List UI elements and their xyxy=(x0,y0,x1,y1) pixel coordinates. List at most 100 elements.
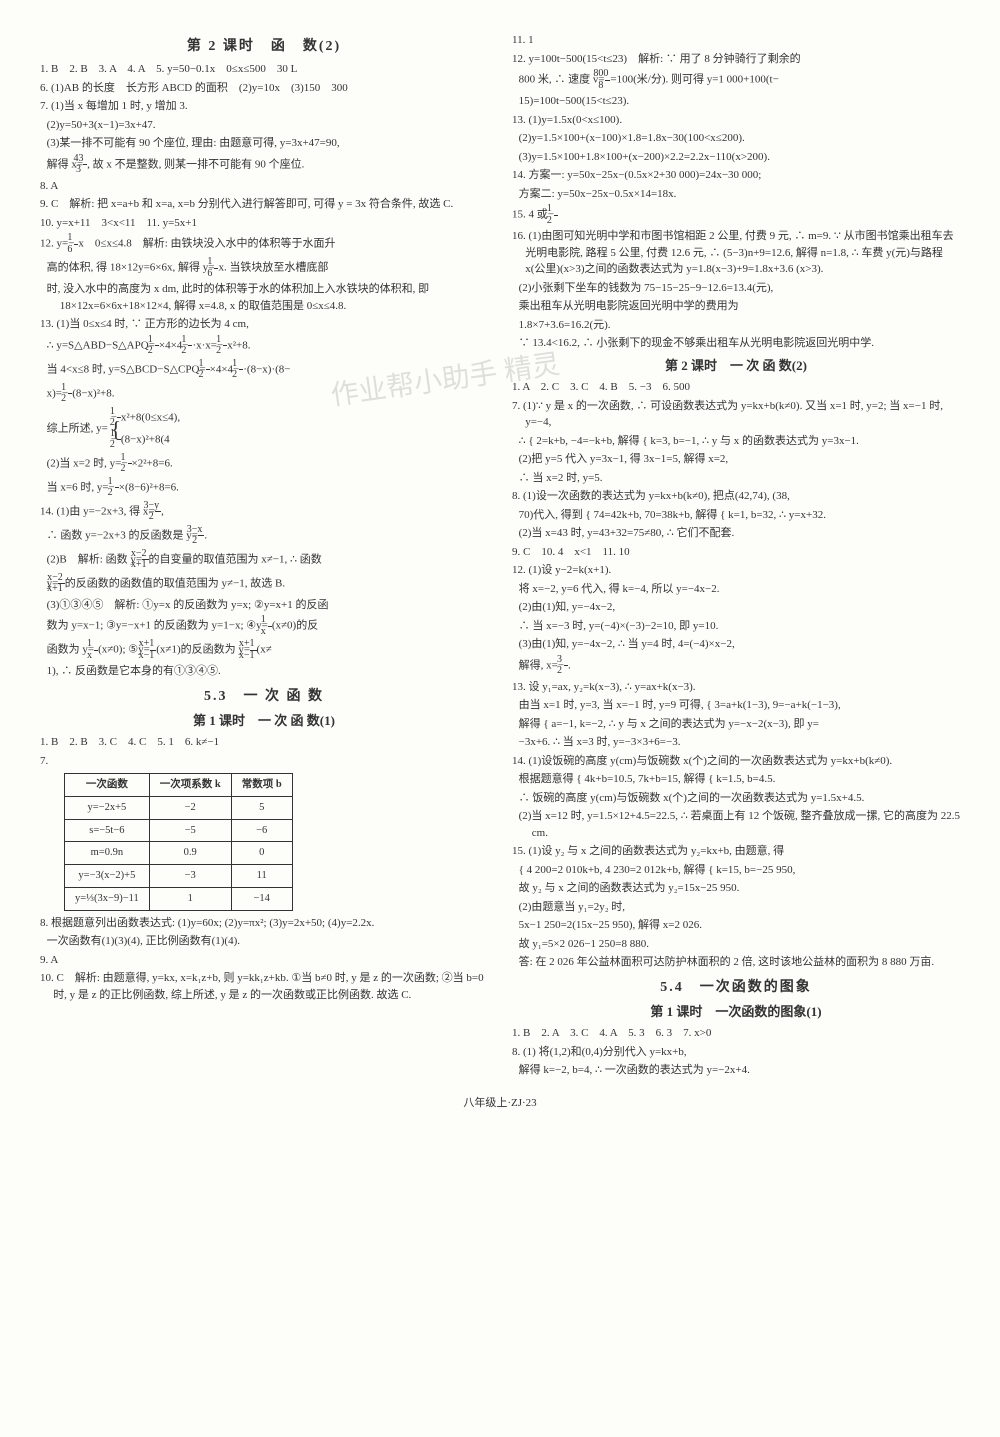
answer-line: 10. C 解析: 由题意得, y=kx, x=k₁z+b, 则 y=kk₁z+… xyxy=(40,970,488,1003)
fraction: 12 xyxy=(117,429,121,451)
text: (x≠ xyxy=(257,644,272,656)
answer-line: ∴ 当 x=2 时, y=5. xyxy=(512,470,960,487)
answer-line: 16. (1)由图可知光明中学和市图书馆相距 2 公里, 付费 9 元, ∴ m… xyxy=(512,228,960,278)
answer-line: (2)由题意当 y₁=2y₂ 时, xyxy=(512,899,960,916)
answer-line: 高的体积, 得 18×12y=6×6x, 解得 y=16x. 当铁块放至水槽底部 xyxy=(40,257,488,279)
answer-line: ∴ { 2=k+b, −4=−k+b, 解得 { k=3, b=−1, ∴ y … xyxy=(512,433,960,450)
answer-line: (2)由(1)知, y=−4x−2, xyxy=(512,599,960,616)
answer-line: (2)B 解析: 函数 y=x−2x+1的自变量的取值范围为 x≠−1, ∴ 函… xyxy=(40,549,488,571)
answer-line: 13. (1)当 0≤x≤4 时, ∵ 正方形的边长为 4 cm, xyxy=(40,316,488,333)
text: ×(8−6)²+8=6. xyxy=(119,481,179,493)
answer-line: 8. 根据题意列出函数表达式: (1)y=60x; (2)y=πx²; (3)y… xyxy=(40,915,488,932)
answer-line: (3)①③④⑤ 解析: ①y=x 的反函数为 y=x; ②y=x+1 的反函 xyxy=(40,597,488,614)
answer-line: (2)当 x=12 时, y=1.5×12+4.5=22.5, ∴ 若桌面上有 … xyxy=(512,808,960,841)
table-header: 一次函数 一次项系数 k 常数项 b xyxy=(65,774,293,797)
answer-line: 1. A 2. C 3. C 4. B 5. −3 6. 500 xyxy=(512,379,960,396)
answer-line: ∴ 当 x=−3 时, y=(−4)×(−3)−2=10, 即 y=10. xyxy=(512,618,960,635)
answer-line: 解得 k=−2, b=4, ∴ 一次函数的表达式为 y=−2x+4. xyxy=(512,1062,960,1079)
table-row: m=0.9n0.90 xyxy=(65,842,293,865)
page-container: 第 2 课时 函 数(2) 1. B 2. B 3. A 4. A 5. y=5… xyxy=(40,30,960,1081)
text: ∴ 函数 y=−2x+3 的反函数是 y= xyxy=(47,529,198,541)
text: 数为 y=x−1; ③y=−x+1 的反函数为 y=1−x; ④y= xyxy=(47,620,268,632)
section-title: 5.4 一次函数的图象 xyxy=(512,977,960,998)
th: 一次项系数 k xyxy=(149,774,231,797)
sub-title: 第 1 课时 一次函数的图象(1) xyxy=(512,1002,960,1022)
answer-line: 时, 没入水中的高度为 x dm, 此时的体积等于水的体积加上入水铁块的体积和,… xyxy=(40,281,488,314)
section-title: 第 2 课时 函 数(2) xyxy=(40,36,488,57)
table-row: y=⅓(3x−9)−111−14 xyxy=(65,887,293,910)
answer-line: { 4 200=2 010k+b, 4 230=2 012k+b, 解得 { k… xyxy=(512,862,960,879)
answer-line: 答: 在 2 026 年公益林面积可达防护林面积的 2 倍, 这时该地公益林的面… xyxy=(512,954,960,971)
answer-line: 8. (1) 将(1,2)和(0,4)分别代入 y=kx+b, xyxy=(512,1044,960,1061)
text: 当 x=6 时, y=− xyxy=(47,481,115,493)
text: (x≠0)的反 xyxy=(272,620,318,632)
answer-line: 14. (1)设饭碗的高度 y(cm)与饭碗数 x(个)之间的一次函数表达式为 … xyxy=(512,753,960,770)
answer-line: y=x−2x+1的反函数的函数值的取值范围为 y≠−1, 故选 B. xyxy=(40,573,488,595)
answer-line: ∴ 函数 y=−2x+3 的反函数是 y=3−x2. xyxy=(40,525,488,547)
answer-line: 13. 设 y₁=ax, y₂=k(x−3), ∴ y=ax+k(x−3). xyxy=(512,679,960,696)
answer-line: 15. 4 或−12 xyxy=(512,204,960,226)
text: ∴ y=S△ABD−S△APQ= xyxy=(47,339,155,351)
answer-line: (3)由(1)知, y=−4x−2, ∴ 当 y=4 时, 4=(−4)×x−2… xyxy=(512,636,960,653)
answer-line: 12. y=−16x 0≤x≤4.8 解析: 由铁块没入水中的体积等于水面升 xyxy=(40,233,488,255)
right-column: 11. 1 12. y=100t−500(15<t≤23) 解析: ∵ 用了 8… xyxy=(512,30,960,1081)
text: ×2²+8=6. xyxy=(132,457,173,469)
answer-line: 13. (1)y=1.5x(0<x≤100). xyxy=(512,112,960,129)
page-footer: 八年级上·ZJ·23 xyxy=(40,1095,960,1112)
section-title: 5.3 一 次 函 数 xyxy=(40,686,488,707)
text: 当 4<x≤8 时, y=S△BCD−S△CPQ= xyxy=(47,363,206,375)
text: (8−x)²+8. xyxy=(72,387,114,399)
answer-line: 综上所述, y= { −12x²+8(0≤x≤4), −12(8−x)²+8(4 xyxy=(40,407,488,451)
answer-line: 函数为 y=1x(x≠0); ⑤y=x+1x−1(x≠1)的反函数为 y=x+1… xyxy=(40,639,488,661)
answer-line: 一次函数有(1)(3)(4), 正比例函数有(1)(4). xyxy=(40,933,488,950)
answer-line: 12. y=100t−500(15<t≤23) 解析: ∵ 用了 8 分钟骑行了… xyxy=(512,51,960,68)
text: x. 当铁块放至水槽底部 xyxy=(218,262,328,274)
answer-line: 1. B 2. B 3. C 4. C 5. 1 6. k≠−1 xyxy=(40,734,488,751)
answer-line: 1.8×7+3.6=16.2(元). xyxy=(512,317,960,334)
answer-line: 1. B 2. A 3. C 4. A 5. 3 6. 3 7. x>0 xyxy=(512,1025,960,1042)
answer-line: (2)y=50+3(x−1)=3x+47. xyxy=(40,117,488,134)
text: ·(8−x)·(8− xyxy=(243,363,290,375)
answer-line: 解得 { a=−1, k=−2, ∴ y 与 x 之间的表达式为 y=−x−2(… xyxy=(512,716,960,733)
text: 的反函数的函数值的取值范围为 y≠−1, 故选 B. xyxy=(65,577,285,589)
answer-line: ∴ 饭碗的高度 y(cm)与饭碗数 x(个)之间的一次函数表达式为 y=1.5x… xyxy=(512,790,960,807)
fraction: 12 xyxy=(117,407,121,429)
text: x²+8. xyxy=(227,339,250,351)
answer-line: 方案二: y=50x−25x−0.5x×14=18x. xyxy=(512,186,960,203)
answer-line: 当 x=6 时, y=−12×(8−6)²+8=6. xyxy=(40,477,488,499)
answer-line: (2)小张剩下坐车的钱数为 75−15−25−9−12.6=13.4(元), xyxy=(512,280,960,297)
th: 一次函数 xyxy=(65,774,150,797)
answer-line: 9. C 10. 4 x<1 11. 10 xyxy=(512,544,960,561)
text: (2)B 解析: 函数 y= xyxy=(47,553,142,565)
text: 的自变量的取值范围为 x≠−1, ∴ 函数 xyxy=(149,553,322,565)
answer-line: ∴ y=S△ABD−S△APQ=12×4×4−12·x·x=−12x²+8. xyxy=(40,335,488,357)
text: 综上所述, y= xyxy=(47,422,108,434)
th: 常数项 b xyxy=(231,774,292,797)
answer-line: (2)当 x=2 时, y=−12×2²+8=6. xyxy=(40,453,488,475)
answer-line: 根据题意得 { 4k+b=10.5, 7k+b=15, 解得 { k=1.5, … xyxy=(512,771,960,788)
fraction: 12 xyxy=(554,204,558,226)
left-column: 第 2 课时 函 数(2) 1. B 2. B 3. A 4. A 5. y=5… xyxy=(40,30,488,1081)
answer-line: 7. (1)∵ y 是 x 的一次函数, ∴ 可设函数表达式为 y=kx+b(k… xyxy=(512,398,960,431)
text: , 故 x 不是整数, 则某一排不可能有 90 个座位. xyxy=(87,158,304,170)
answer-line: 10. y=x+11 3<x<11 11. y=5x+1 xyxy=(40,215,488,232)
answer-line: 数为 y=x−1; ③y=−x+1 的反函数为 y=1−x; ④y=1x(x≠0… xyxy=(40,615,488,637)
answer-line: 故 y₂ 与 x 之间的函数表达式为 y₂=15x−25 950. xyxy=(512,880,960,897)
answer-line: 解得 x=433, 故 x 不是整数, 则某一排不可能有 90 个座位. xyxy=(40,154,488,176)
answer-line: 将 x=−2, y=6 代入, 得 k=−4, 所以 y=−4x−2. xyxy=(512,581,960,598)
table-row: s=−5t−6−5−6 xyxy=(65,819,293,842)
answer-line: 8. (1)设一次函数的表达式为 y=kx+b(k≠0), 把点(42,74),… xyxy=(512,488,960,505)
answer-line: 解得, x=−32. xyxy=(512,655,960,677)
answer-line: 乘出租车从光明电影院返回光明中学的费用为 xyxy=(512,298,960,315)
answer-line: x)=−12(8−x)²+8. xyxy=(40,383,488,405)
answer-line: 故 y₁=5×2 026−1 250=8 880. xyxy=(512,936,960,953)
text: (2)当 x=2 时, y=− xyxy=(47,457,128,469)
text: =100(米/分). 则可得 y=1 000+100(t− xyxy=(610,74,778,86)
answer-line: (3)某一排不可能有 90 个座位, 理由: 由题意可得, y=3x+47=90… xyxy=(40,135,488,152)
answer-line: (2)把 y=5 代入 y=3x−1, 得 3x−1=5, 解得 x=2, xyxy=(512,451,960,468)
linear-function-table: 一次函数 一次项系数 k 常数项 b y=−2x+5−25 s=−5t−6−5−… xyxy=(64,773,293,911)
answer-line: 7. xyxy=(40,753,488,770)
answer-line: 14. (1)由 y=−2x+3, 得 x=3−y2, xyxy=(40,501,488,523)
answer-line: 1. B 2. B 3. A 4. A 5. y=50−0.1x 0≤x≤500… xyxy=(40,61,488,78)
text: x 0≤x≤4.8 解析: 由铁块没入水中的体积等于水面升 xyxy=(78,238,335,250)
